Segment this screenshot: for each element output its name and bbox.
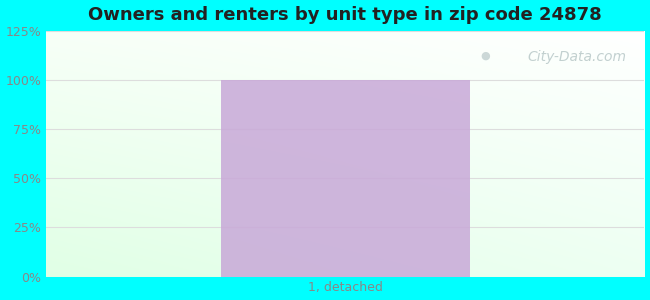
Title: Owners and renters by unit type in zip code 24878: Owners and renters by unit type in zip c… [88,6,603,24]
Text: ●: ● [480,50,489,60]
Text: City-Data.com: City-Data.com [528,50,627,64]
Bar [221,80,470,277]
